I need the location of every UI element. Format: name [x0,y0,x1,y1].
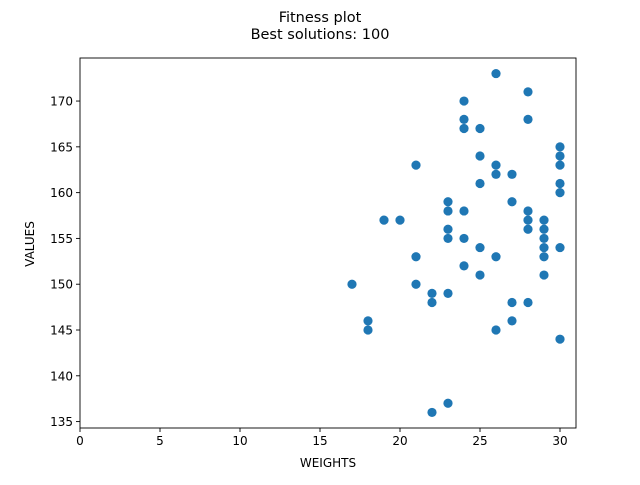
chart-title: Fitness plot [279,10,362,26]
data-point [411,160,421,170]
data-point [491,252,501,262]
data-point [491,160,501,170]
data-point [443,206,453,216]
y-tick-label: 170 [50,95,73,109]
y-tick-label: 155 [50,232,73,246]
data-point [443,398,453,408]
data-point [427,297,437,308]
data-point [411,252,421,262]
x-axis-label: WEIGHTS [300,456,356,470]
data-point [539,242,549,253]
data-point [555,178,565,189]
data-point [443,224,453,234]
x-tick-label: 0 [76,434,84,448]
x-tick-label: 20 [392,434,407,448]
points-layer [347,68,565,418]
y-tick-label: 160 [50,186,73,200]
data-point [539,233,549,244]
data-point [523,206,533,216]
data-point [475,178,485,189]
data-point [539,270,549,280]
data-point [523,87,533,97]
data-point [475,242,485,253]
data-point [507,297,517,308]
data-point [427,288,437,298]
data-point [523,224,533,234]
data-point [539,215,549,225]
data-point [459,123,469,134]
data-point [459,206,469,216]
data-point [507,316,517,326]
data-point [363,325,373,335]
data-point [459,261,469,271]
data-point [555,142,565,152]
x-tick-label: 30 [552,434,567,448]
data-point [443,197,453,207]
data-point [523,215,533,225]
x-tick-label: 10 [232,434,247,448]
data-point [539,252,549,262]
axes-layer: 0 5 10 15 20 25 30 135 140 145 150 155 160 165 170 [50,57,577,448]
data-point [475,270,485,280]
y-tick-label: 165 [50,140,73,154]
data-point [459,96,469,106]
data-point [555,334,565,344]
data-point [555,188,565,198]
x-tick-label: 5 [156,434,164,448]
data-point [475,123,485,134]
data-point [363,316,373,326]
data-point [491,325,501,335]
data-point [491,169,501,179]
data-point [443,288,453,298]
y-tick-label: 145 [50,324,73,338]
data-point [507,169,517,179]
x-tick-label: 15 [312,434,327,448]
y-tick-label: 135 [50,415,73,429]
plot-frame [79,57,577,429]
data-point [555,160,565,170]
data-point [379,215,389,225]
data-point [427,407,437,418]
data-point [411,279,421,289]
data-point [523,114,533,124]
y-tick-label: 140 [50,369,73,383]
data-point [459,114,469,124]
y-axis-label: VALUES [23,221,37,267]
data-point [523,297,533,308]
data-point [443,233,453,244]
x-tick-label: 25 [472,434,487,448]
data-point [459,233,469,244]
data-point [395,215,405,225]
data-point [555,242,565,253]
data-point [555,151,565,161]
data-point [507,197,517,207]
y-tick-label: 150 [50,278,73,292]
data-point [347,279,357,289]
data-point [491,68,501,79]
chart-subtitle: Best solutions: 100 [251,27,390,43]
data-point [539,224,549,234]
data-point [475,151,485,161]
